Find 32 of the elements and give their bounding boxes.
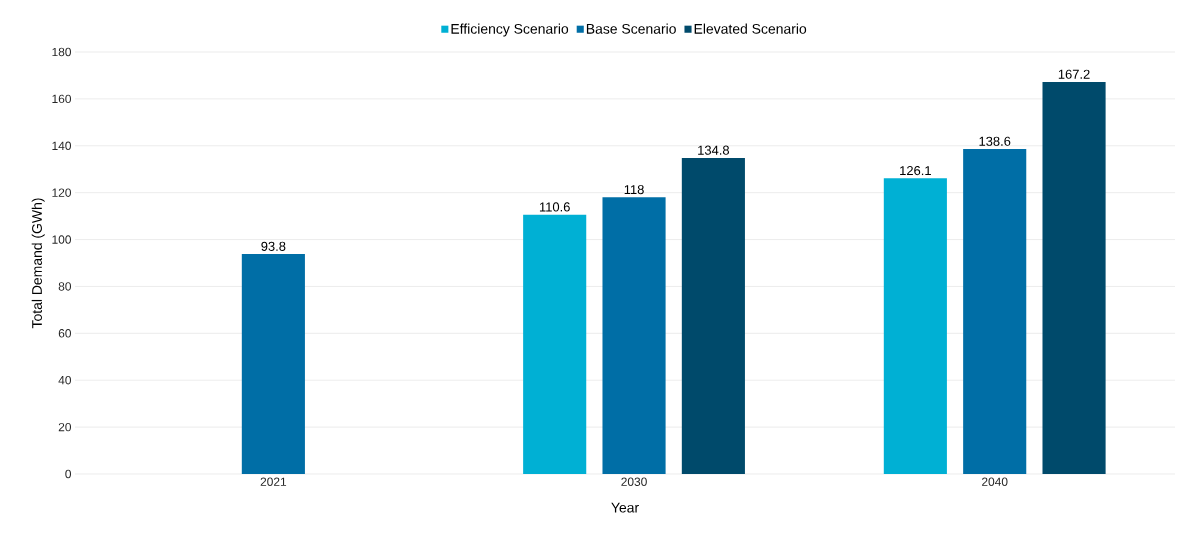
y-tick-label: 120 <box>52 188 72 197</box>
x-tick-label: 2030 <box>621 477 647 486</box>
data-label: 126.1 <box>900 166 931 176</box>
y-axis-title: Total Demand (GWh) <box>31 198 45 329</box>
y-tick-label: 180 <box>52 47 72 57</box>
bar <box>241 254 305 474</box>
legend-label: Base Scenario <box>586 23 676 34</box>
y-tick-label: 100 <box>52 235 72 244</box>
y-tick-label: 140 <box>52 141 72 150</box>
y-tick-label: 20 <box>58 422 72 432</box>
y-tick-label: 0 <box>65 469 72 479</box>
bar <box>681 157 745 474</box>
legend-label: Efficiency Scenario <box>451 23 569 37</box>
data-label: 134.8 <box>698 145 730 155</box>
y-tick-label: 80 <box>58 282 72 291</box>
data-label: 110.6 <box>539 202 570 212</box>
bar <box>523 214 587 474</box>
bar <box>963 149 1027 474</box>
y-tick-label: 40 <box>58 375 72 385</box>
bar <box>883 178 947 474</box>
y-tick-label: 160 <box>52 94 72 104</box>
legend-label: Elevated Scenario <box>694 23 807 34</box>
data-label: 93.8 <box>261 241 286 251</box>
x-tick-label: 2021 <box>260 477 287 486</box>
bar <box>1042 82 1106 474</box>
bar <box>602 197 666 474</box>
x-axis-title: Year <box>611 502 639 513</box>
data-label: 118 <box>624 184 644 195</box>
y-tick-label: 60 <box>58 329 72 338</box>
x-tick-label: 2040 <box>982 477 1008 486</box>
data-label: 167.2 <box>1058 69 1090 79</box>
data-label: 138.6 <box>979 136 1011 146</box>
